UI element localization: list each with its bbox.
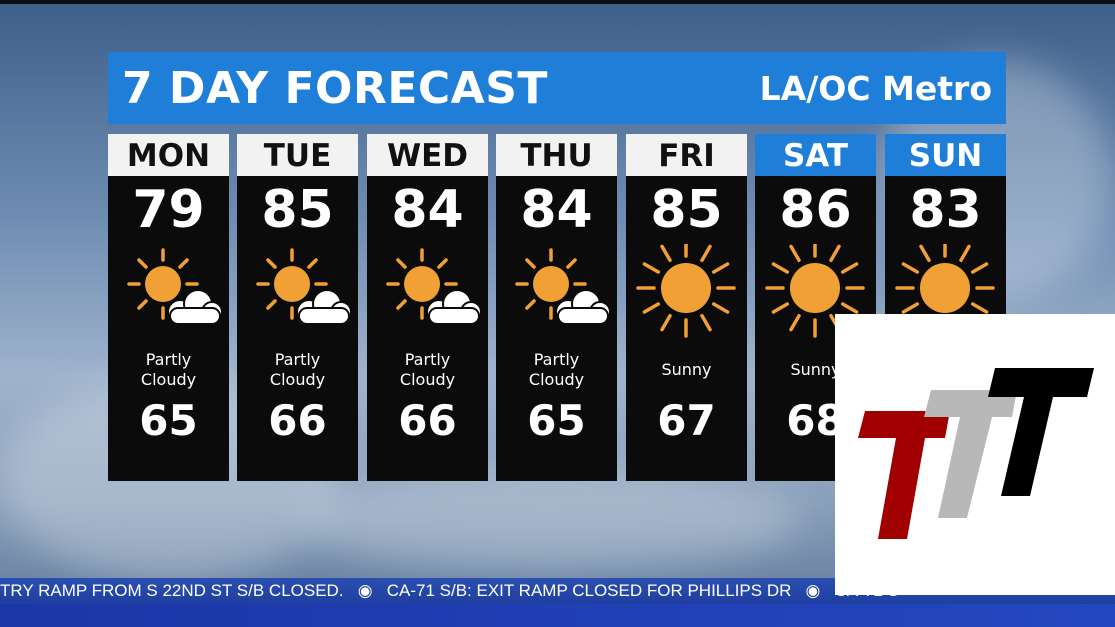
forecast-header: 7 DAY FORECAST LA/OC Metro — [108, 52, 1006, 124]
day-label: MON — [108, 134, 229, 176]
high-temp: 79 — [132, 180, 205, 240]
high-temp: 86 — [779, 180, 852, 240]
high-temp: 84 — [520, 180, 593, 240]
high-temp: 84 — [391, 180, 464, 240]
day-label: FRI — [626, 134, 747, 176]
forecast-day-wed: WED 84 Partly Cloudy 66 — [367, 134, 488, 481]
ttt-logo — [835, 314, 1115, 595]
forecast-day-mon: MON 79 Partly Cloudy 65 — [108, 134, 229, 481]
day-label: THU — [496, 134, 617, 176]
condition-text: Partly Cloudy — [269, 350, 326, 389]
day-label: SAT — [755, 134, 876, 176]
low-temp: 65 — [139, 396, 198, 445]
forecast-title: 7 DAY FORECAST — [122, 62, 548, 114]
sunny-icon — [765, 244, 865, 338]
top-border — [0, 0, 1115, 4]
ticker-text: TRY RAMP FROM S 22ND ST S/B CLOSED. ◉ CA… — [0, 581, 899, 600]
bottom-bar — [0, 604, 1115, 627]
condition-text: Partly Cloudy — [399, 350, 456, 389]
partly-cloudy-icon — [256, 248, 352, 325]
partly-cloudy-icon — [386, 248, 482, 325]
high-temp: 85 — [650, 180, 723, 240]
partly-cloudy-icon — [515, 248, 611, 325]
day-label: WED — [367, 134, 488, 176]
high-temp: 83 — [909, 180, 982, 240]
day-label: SUN — [885, 134, 1006, 176]
condition-text: Partly Cloudy — [140, 350, 197, 389]
partly-cloudy-icon — [127, 248, 223, 325]
condition-text: Sunny — [661, 360, 712, 379]
forecast-region: LA/OC Metro — [759, 68, 992, 108]
condition-text: Partly Cloudy — [528, 350, 585, 389]
condition-text: Sunny — [790, 360, 841, 379]
cloud-bg — [300, 470, 800, 570]
forecast-day-tue: TUE 85 Partly Cloudy 66 — [237, 134, 358, 481]
low-temp: 68 — [786, 396, 845, 445]
low-temp: 67 — [657, 396, 716, 445]
high-temp: 85 — [261, 180, 334, 240]
low-temp: 66 — [268, 396, 327, 445]
day-label: TUE — [237, 134, 358, 176]
low-temp: 66 — [398, 396, 457, 445]
sunny-icon — [636, 244, 736, 338]
ttt-logo-icon — [858, 368, 1094, 539]
low-temp: 65 — [527, 396, 586, 445]
forecast-day-fri: FRI 85 Sunny 67 — [626, 134, 747, 481]
sunny-icon — [895, 244, 995, 338]
forecast-day-thu: THU 84 Partly Cloudy 65 — [496, 134, 617, 481]
